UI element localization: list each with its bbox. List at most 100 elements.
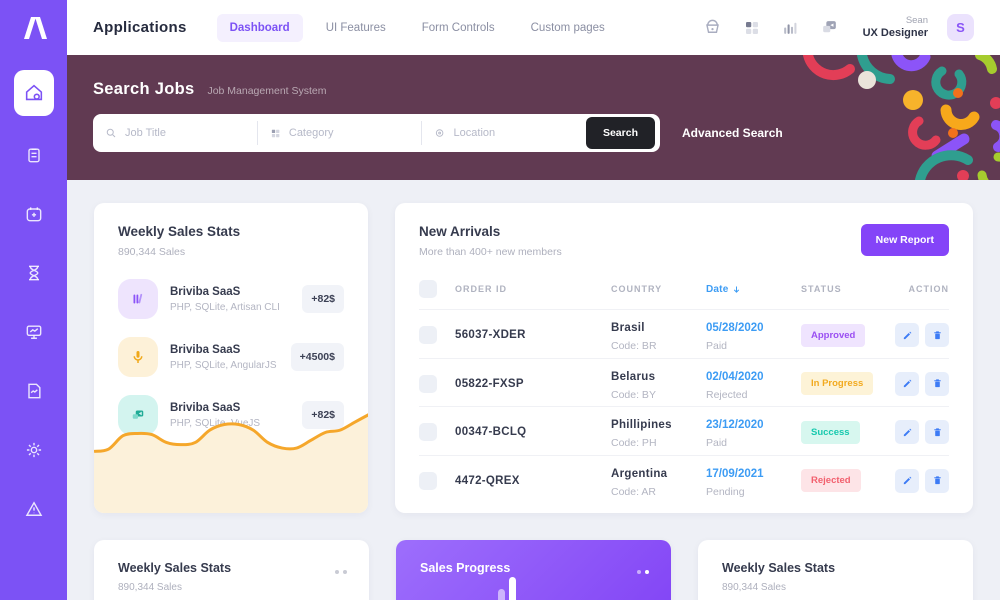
weekly-sales-stats-card: Weekly Sales Stats 890,344 Sales Briviba… <box>94 203 368 513</box>
forward-message-icon <box>118 395 158 435</box>
brand-logo-icon <box>23 16 47 39</box>
table-header: ORDER ID COUNTRY Date STATUS ACTION <box>419 272 949 309</box>
hourglass-icon <box>28 265 39 281</box>
order-date[interactable]: 17/09/2021 <box>706 467 764 480</box>
sales-progress-card: Sales Progress <box>396 540 671 600</box>
monitor-chart-icon <box>26 325 41 339</box>
order-id: 4472-QREX <box>455 474 520 487</box>
pencil-icon <box>903 379 911 388</box>
select-all-checkbox[interactable] <box>419 280 437 298</box>
card-menu-dots[interactable] <box>335 570 347 574</box>
item-stack: PHP, SQLite, VueJS <box>170 417 261 429</box>
sidebar-item-reports[interactable] <box>14 371 54 411</box>
tab-ui-features[interactable]: UI Features <box>325 21 386 34</box>
grid-apps-icon[interactable] <box>742 18 762 38</box>
app-logo[interactable] <box>0 0 67 55</box>
payment-state: Paid <box>706 340 728 352</box>
row-checkbox[interactable] <box>419 374 437 393</box>
amount-badge: +82$ <box>302 401 344 429</box>
delete-button[interactable] <box>925 371 949 396</box>
sales-list: Briviba SaaS PHP, SQLite, Artisan CLI +8… <box>94 270 368 444</box>
row-checkbox[interactable] <box>419 423 437 441</box>
edit-button[interactable] <box>895 323 919 347</box>
trash-icon <box>933 330 941 339</box>
amount-badge: +82$ <box>302 285 344 313</box>
bar-chart-icon[interactable] <box>781 18 801 38</box>
sidebar-item-alerts[interactable] <box>14 489 54 529</box>
country-code: Code: BR <box>611 340 657 352</box>
hero-subtitle: Job Management System <box>207 85 327 97</box>
tab-form-controls[interactable]: Form Controls <box>421 21 495 34</box>
status-badge: Success <box>801 420 860 444</box>
calendar-plus-icon <box>26 207 41 222</box>
decorative-pattern <box>803 55 1000 180</box>
amount-badge: +4500$ <box>290 343 344 371</box>
new-arrivals-card: New Arrivals More than 400+ new members … <box>395 203 973 513</box>
search-button[interactable]: Search <box>585 117 655 149</box>
country: Argentina <box>611 467 668 480</box>
list-item[interactable]: Briviba SaaS PHP, SQLite, AngularJS +450… <box>94 328 368 386</box>
row-checkbox[interactable] <box>419 471 437 490</box>
edit-button[interactable] <box>895 371 919 396</box>
pencil-icon <box>903 331 911 339</box>
item-name: Briviba SaaS <box>170 343 241 356</box>
orders-table: ORDER ID COUNTRY Date STATUS ACTION 5603… <box>419 272 949 503</box>
weekly-sales-sparkline <box>94 413 368 513</box>
country-code: Code: PH <box>611 437 657 449</box>
item-stack: PHP, SQLite, AngularJS <box>170 359 277 371</box>
messages-icon[interactable] <box>820 18 840 38</box>
new-report-button[interactable]: New Report <box>860 224 949 256</box>
card-title: Weekly Sales Stats <box>722 561 836 575</box>
order-date[interactable]: 23/12/2020 <box>706 419 764 431</box>
top-navbar: Applications Dashboard UI Features Form … <box>67 0 1000 55</box>
delete-button[interactable] <box>925 420 949 444</box>
sidebar-item-analytics[interactable] <box>14 312 54 352</box>
status-badge: In Progress <box>801 372 874 395</box>
col-order-id: ORDER ID <box>455 284 508 294</box>
col-date-sort[interactable]: Date <box>706 284 801 295</box>
trash-icon <box>933 427 941 436</box>
location-field-wrap <box>421 121 586 145</box>
weekly-sales-stats-card-2: Weekly Sales Stats 890,344 Sales <box>94 540 369 600</box>
list-item[interactable]: Briviba SaaS PHP, SQLite, Artisan CLI +8… <box>94 270 368 328</box>
row-checkbox[interactable] <box>419 326 437 344</box>
clipboard-icon <box>27 148 40 163</box>
list-item[interactable]: Briviba SaaS PHP, SQLite, VueJS +82$ <box>94 386 368 444</box>
job-search-bar: Search <box>93 114 660 152</box>
delete-button[interactable] <box>925 468 949 493</box>
avatar[interactable]: S <box>947 14 974 41</box>
edit-button[interactable] <box>895 468 919 493</box>
order-date[interactable]: 02/04/2020 <box>706 370 764 383</box>
trash-icon <box>933 379 941 388</box>
trash-icon <box>933 476 941 485</box>
home-icon <box>25 84 42 101</box>
warning-triangle-icon <box>25 501 42 516</box>
sidebar-item-settings[interactable] <box>14 430 54 470</box>
card-menu-dots[interactable] <box>637 570 649 574</box>
order-date[interactable]: 05/28/2020 <box>706 322 764 334</box>
country: Belarus <box>611 370 656 383</box>
country: Brasil <box>611 322 645 334</box>
delete-button[interactable] <box>925 323 949 347</box>
user-name: Sean <box>905 14 928 26</box>
sidebar-item-home[interactable] <box>13 70 54 116</box>
tab-dashboard[interactable]: Dashboard <box>216 13 303 42</box>
sidebar-item-calendar[interactable] <box>14 194 54 234</box>
status-badge: Rejected <box>801 469 861 492</box>
basket-icon[interactable] <box>703 18 723 38</box>
payment-state: Rejected <box>706 388 748 401</box>
page-title: Applications <box>93 19 187 36</box>
payment-state: Paid <box>706 437 728 449</box>
tab-custom-pages[interactable]: Custom pages <box>530 21 605 34</box>
sidebar-item-history[interactable] <box>14 253 54 293</box>
weekly-sales-stats-card-3: Weekly Sales Stats 890,344 Sales <box>698 540 973 600</box>
search-icon <box>106 128 116 138</box>
hero-title: Search Jobs <box>93 80 195 98</box>
location-input[interactable] <box>453 127 574 139</box>
edit-button[interactable] <box>895 420 919 444</box>
advanced-search-link[interactable]: Advanced Search <box>682 126 783 140</box>
job-title-input[interactable] <box>125 127 245 139</box>
sidebar-item-tasks[interactable] <box>14 135 54 175</box>
category-input[interactable] <box>288 127 410 139</box>
